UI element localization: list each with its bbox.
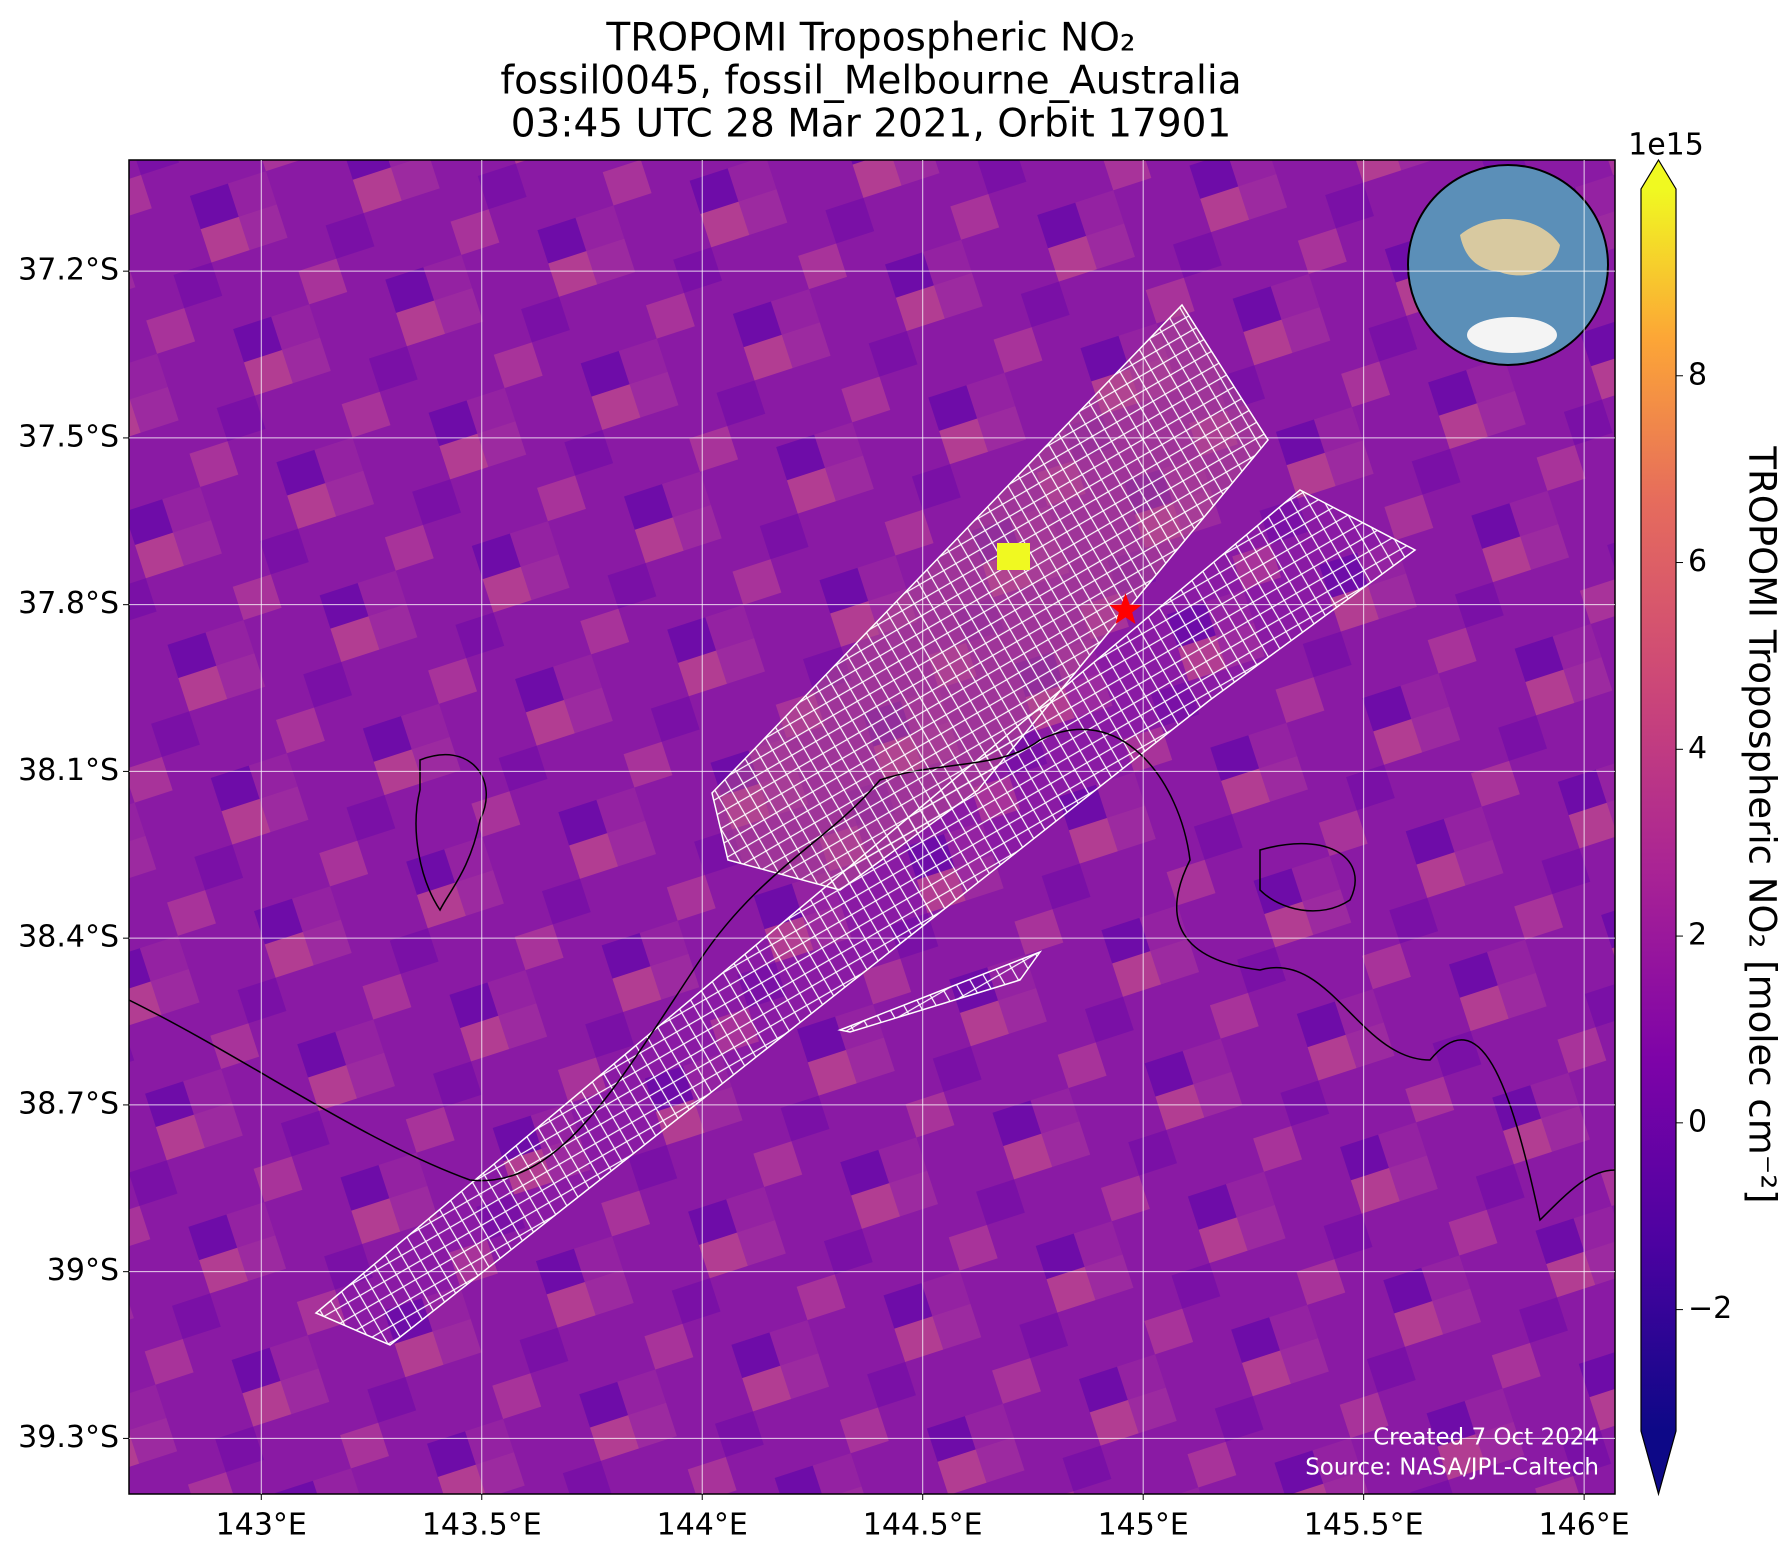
x-tick-label: 143°E: [216, 1508, 307, 1543]
colorbar-tick-label: 0: [1688, 1104, 1707, 1139]
colorbar-label: TROPOMI Tropospheric NO₂ [molec cm⁻²]: [1741, 445, 1784, 1203]
y-tick-label: 39°S: [47, 1253, 119, 1288]
x-tick-label: 146°E: [1539, 1508, 1630, 1543]
y-tick-label: 37.8°S: [18, 586, 119, 621]
x-tick-label: 143.5°E: [422, 1508, 542, 1543]
inset-globe: [1407, 164, 1609, 366]
target-swath: [837, 950, 1043, 1033]
australia: [1460, 218, 1560, 276]
x-tick-label: 144°E: [657, 1508, 748, 1543]
chart-title: TROPOMI Tropospheric NO₂: [605, 16, 1135, 61]
colorbar-extend: [1641, 160, 1676, 189]
x-tick-label: 145.5°E: [1304, 1508, 1424, 1543]
annotation: Source: NASA/JPL-Caltech: [1305, 1455, 1599, 1481]
hotspot: [997, 543, 1030, 570]
coastline: [1259, 842, 1356, 912]
colorbar-frame: [1640, 158, 1677, 1497]
y-tick-label: 37.2°S: [18, 253, 119, 288]
target-swath: [314, 489, 1417, 1346]
y-tick-label: 37.5°S: [18, 419, 119, 454]
colorbar-tick-label: −2: [1688, 1291, 1732, 1326]
colorbar-tick-label: 6: [1688, 544, 1707, 579]
y-tick-label: 38.4°S: [18, 920, 119, 955]
colorbar: [1641, 189, 1676, 1431]
chart-title: 03:45 UTC 28 Mar 2021, Orbit 17901: [511, 102, 1232, 147]
x-tick-label: 144.5°E: [863, 1508, 983, 1543]
colorbar-tick-label: 8: [1688, 357, 1707, 392]
antarctica: [1467, 317, 1557, 353]
x-tick-label: 145°E: [1098, 1508, 1189, 1543]
colorbar-tick-label: 2: [1688, 918, 1707, 953]
coastline: [129, 728, 1615, 1222]
chart-title: fossil0045, fossil_Melbourne_Australia: [500, 59, 1241, 104]
map-area: [129, 160, 1615, 1494]
colorbar-tick-label: 4: [1688, 731, 1707, 766]
y-tick-label: 39.3°S: [18, 1420, 119, 1455]
colorbar-extend: [1641, 1431, 1676, 1494]
colorbar-scale: 1e15: [1628, 128, 1704, 163]
annotation: Created 7 Oct 2024: [1373, 1425, 1599, 1451]
y-tick-label: 38.7°S: [18, 1086, 119, 1121]
site-marker: [1109, 593, 1142, 624]
coastline: [415, 754, 487, 912]
y-tick-label: 38.1°S: [18, 753, 119, 788]
map-frame: [128, 159, 1616, 1495]
